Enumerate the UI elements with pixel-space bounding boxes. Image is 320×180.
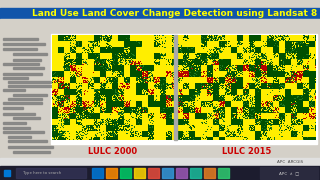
Bar bbox=[8, 140, 47, 142]
Bar bbox=[190, 168, 201, 178]
Bar bbox=[0, 158, 320, 166]
Bar bbox=[92, 168, 103, 178]
Bar bbox=[13, 151, 50, 153]
Bar bbox=[176, 168, 187, 178]
Bar bbox=[8, 85, 55, 87]
Bar bbox=[3, 113, 35, 115]
Bar bbox=[260, 167, 318, 179]
Bar bbox=[13, 53, 47, 55]
Bar bbox=[0, 34, 50, 158]
Bar bbox=[4, 170, 10, 176]
Text: APC  ∧  □: APC ∧ □ bbox=[279, 171, 299, 175]
Bar bbox=[8, 136, 31, 138]
Bar bbox=[51, 34, 317, 144]
Bar bbox=[3, 107, 23, 109]
Bar bbox=[3, 38, 38, 40]
Text: Land Use Land Cover Change Detection using Landsat 8: Land Use Land Cover Change Detection usi… bbox=[32, 9, 318, 18]
Bar bbox=[3, 127, 30, 129]
Bar bbox=[13, 117, 40, 119]
Bar bbox=[134, 168, 145, 178]
Bar bbox=[13, 59, 41, 61]
Text: Type here to search: Type here to search bbox=[23, 171, 61, 175]
Bar bbox=[3, 89, 25, 91]
Text: LULC 2000: LULC 2000 bbox=[88, 147, 138, 156]
Bar bbox=[3, 48, 37, 50]
Bar bbox=[8, 81, 51, 83]
Bar bbox=[162, 168, 173, 178]
Bar bbox=[148, 168, 159, 178]
Bar bbox=[0, 27, 320, 34]
Bar bbox=[0, 19, 320, 27]
Bar bbox=[3, 131, 44, 133]
Bar bbox=[3, 63, 39, 65]
Text: LULC 2015: LULC 2015 bbox=[222, 147, 271, 156]
Bar bbox=[3, 73, 42, 75]
Bar bbox=[8, 98, 42, 100]
Bar bbox=[0, 166, 320, 180]
Bar bbox=[0, 8, 320, 19]
Bar bbox=[3, 102, 42, 104]
Bar bbox=[174, 35, 177, 140]
Bar bbox=[106, 168, 117, 178]
Bar bbox=[204, 168, 215, 178]
Bar bbox=[13, 94, 47, 96]
Text: APC  ARCGIS: APC ARCGIS bbox=[277, 160, 303, 164]
Bar bbox=[120, 168, 131, 178]
Bar bbox=[218, 168, 229, 178]
Bar bbox=[0, 0, 320, 8]
Bar bbox=[2, 168, 12, 178]
Bar bbox=[16, 168, 86, 178]
Bar bbox=[3, 122, 26, 124]
Bar bbox=[3, 77, 28, 79]
Bar bbox=[3, 43, 45, 45]
Bar bbox=[13, 67, 44, 69]
Bar bbox=[8, 146, 53, 148]
